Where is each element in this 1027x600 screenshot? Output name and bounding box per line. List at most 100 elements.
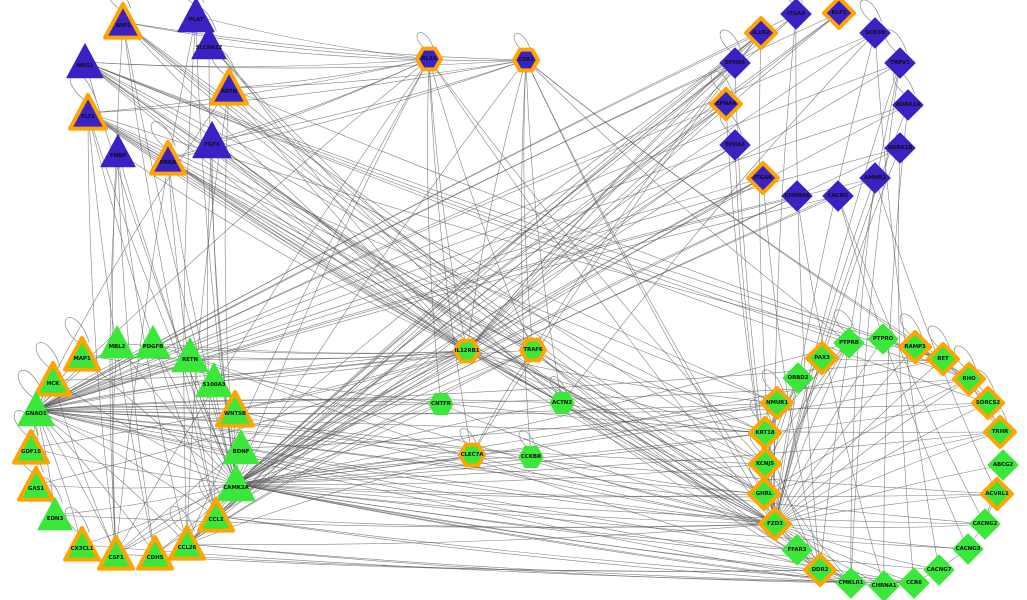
graph-node-csf1[interactable]: CSF1 xyxy=(95,533,137,575)
edge xyxy=(850,62,901,584)
edge xyxy=(228,87,776,525)
graph-node-fnbp[interactable]: FNBP xyxy=(97,131,139,173)
edge xyxy=(215,515,852,584)
edge xyxy=(774,32,876,525)
graph-node-cdh5[interactable]: CDH5 xyxy=(134,533,176,575)
diamond-shape xyxy=(709,87,743,121)
diamond-shape xyxy=(822,0,856,30)
edge xyxy=(167,158,563,404)
edge xyxy=(186,523,776,545)
diamond-shape xyxy=(746,161,780,195)
graph-node-artn[interactable]: ARTN xyxy=(207,66,251,110)
graph-node-cckbr[interactable]: CCKBR xyxy=(515,441,547,473)
diamond-shape xyxy=(803,553,837,587)
edge xyxy=(532,349,821,571)
diamond-shape xyxy=(867,323,899,355)
graph-node-ccr6[interactable]: CCR6 xyxy=(895,564,933,600)
edge xyxy=(235,483,821,571)
diamond-shape xyxy=(747,477,781,511)
triangle-shape xyxy=(17,391,55,427)
graph-node-fgf6[interactable]: FGF6 xyxy=(189,118,235,164)
hexagon-shape xyxy=(415,46,443,72)
edge xyxy=(115,15,197,555)
graph-node-cacng[interactable]: CACNG xyxy=(819,177,857,215)
graph-node-chrna6[interactable]: CHRNA6 xyxy=(778,177,816,215)
graph-node-traf6[interactable]: TRAF6 xyxy=(517,334,549,366)
edge xyxy=(774,104,909,525)
graph-node-itga6[interactable]: ITGA6 xyxy=(744,159,782,197)
edge xyxy=(84,61,534,351)
edge xyxy=(122,21,766,465)
triangle-shape xyxy=(34,361,72,397)
edge xyxy=(235,59,527,485)
triangle-shape xyxy=(66,43,104,79)
diamond-shape xyxy=(952,362,986,396)
edge xyxy=(35,402,989,415)
edge xyxy=(112,342,118,555)
graph-node-nrg1[interactable]: NRG1 xyxy=(63,40,107,84)
edge xyxy=(774,378,970,525)
graph-node-clec7a[interactable]: CLEC7A xyxy=(456,439,488,471)
graph-node-amhr2[interactable]: AMHR2 xyxy=(856,159,894,197)
edge xyxy=(774,523,986,528)
edge xyxy=(35,409,188,545)
edge xyxy=(54,483,237,516)
edge xyxy=(774,62,901,525)
diamond-shape xyxy=(744,16,778,50)
diamond-shape xyxy=(987,449,1019,481)
edge xyxy=(428,58,766,465)
graph-node-epha5[interactable]: EPHA5 xyxy=(716,44,754,82)
edge xyxy=(240,402,778,449)
triangle-shape xyxy=(197,497,235,533)
edge xyxy=(228,59,527,89)
edge xyxy=(152,342,821,571)
graph-node-adra1a[interactable]: ADRA1A xyxy=(889,86,927,124)
graph-node-cntfr[interactable]: CNTFR xyxy=(425,388,457,420)
edge xyxy=(774,358,944,525)
graph-node-flt1[interactable]: FLT1 xyxy=(66,91,110,135)
edge xyxy=(35,177,876,411)
graph-node-gdf15[interactable]: GDF15 xyxy=(10,427,52,469)
graph-node-actn2[interactable]: ACTN2 xyxy=(546,387,578,419)
edge xyxy=(35,409,986,525)
graph-node-rls1[interactable]: RLS1 xyxy=(413,43,445,75)
edge xyxy=(235,32,762,485)
edge xyxy=(763,342,850,495)
edge xyxy=(35,406,236,411)
edge xyxy=(466,59,527,352)
edge xyxy=(35,409,1001,433)
graph-node-itga8[interactable]: ITGA8 xyxy=(777,0,815,33)
graph-node-wip1[interactable]: WIP1 xyxy=(101,0,145,44)
edge xyxy=(235,402,989,485)
edge xyxy=(235,483,998,498)
graph-node-slc6a12[interactable]: SLC6A12 xyxy=(188,23,230,65)
graph-node-klf2[interactable]: KLF2 xyxy=(820,0,858,32)
triangle-shape xyxy=(63,526,101,562)
self-loop-edge xyxy=(833,309,856,335)
edge xyxy=(427,58,442,405)
graph-node-esr2[interactable]: ESR2 xyxy=(510,44,542,76)
graph-node-il12rb1[interactable]: IL12RB1 xyxy=(451,335,483,367)
edge xyxy=(774,346,916,525)
self-loop-edge xyxy=(198,478,224,507)
edge xyxy=(35,177,764,411)
edge xyxy=(52,379,237,485)
edge xyxy=(532,32,762,351)
edge xyxy=(235,483,969,550)
hexagon-shape xyxy=(453,338,481,364)
graph-node-gnao1[interactable]: GNAO1 xyxy=(14,388,58,432)
edge xyxy=(762,177,821,571)
edge xyxy=(235,483,986,525)
graph-node-epha4[interactable]: EPHA4 xyxy=(707,85,745,123)
diamond-shape xyxy=(760,386,794,420)
edge xyxy=(84,61,563,404)
diamond-shape xyxy=(781,180,813,212)
edge xyxy=(850,177,876,584)
edge xyxy=(35,195,839,411)
graph-node-trpv1[interactable]: TRPV1 xyxy=(881,44,919,82)
self-loop-edge xyxy=(761,369,784,395)
graph-node-prka[interactable]: PRKA xyxy=(147,138,189,180)
edge xyxy=(561,32,876,404)
edge xyxy=(35,342,154,411)
